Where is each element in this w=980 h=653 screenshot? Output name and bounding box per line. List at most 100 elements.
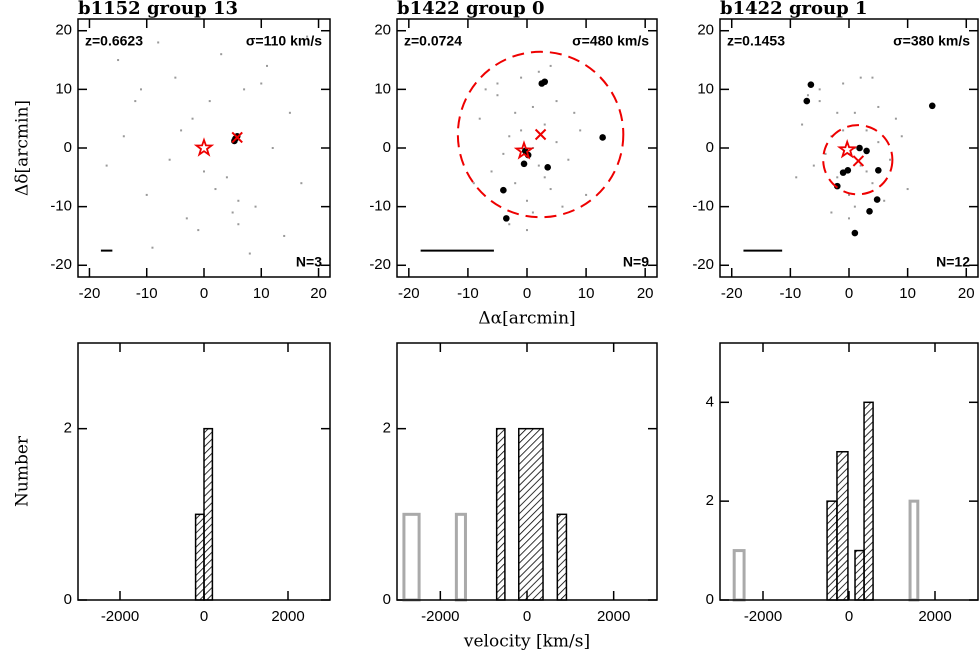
- member-galaxy: [544, 164, 551, 171]
- y-tick-label: 0: [706, 139, 714, 156]
- count-label: N=12: [936, 254, 970, 270]
- field-galaxy: [848, 193, 850, 196]
- field-galaxy: [585, 193, 588, 196]
- field-galaxy: [117, 59, 120, 62]
- member-galaxy: [873, 196, 881, 203]
- x-tick-label: 20: [310, 285, 327, 302]
- member-galaxy: [503, 215, 510, 222]
- y-tick-label: -10: [50, 198, 72, 215]
- histogram-bar: [454, 512, 467, 602]
- y-tick-label: 20: [374, 22, 391, 39]
- y-tick-label: 2: [64, 420, 72, 437]
- x-tick-label: -2000: [744, 608, 782, 625]
- x-tick-label: -20: [398, 285, 420, 302]
- y-tick-label: 20: [697, 22, 714, 39]
- field-galaxy: [526, 199, 528, 202]
- field-galaxy: [243, 88, 246, 91]
- histogram-bar: [836, 450, 849, 601]
- y-tick-label: -10: [369, 198, 391, 215]
- field-galaxy: [208, 100, 211, 103]
- field-galaxy: [484, 88, 487, 91]
- member-galaxy: [599, 134, 606, 141]
- y-tick-label: 0: [64, 139, 72, 156]
- field-galaxy: [871, 76, 874, 79]
- field-galaxy: [555, 141, 558, 144]
- field-galaxy: [472, 182, 475, 185]
- x-tick-label: 10: [899, 285, 916, 302]
- member-galaxy: [807, 81, 815, 88]
- sigma-label: σ=110 km/s: [246, 33, 322, 49]
- panel-title: b1422 group 1: [720, 0, 868, 19]
- histogram-bar: [203, 427, 214, 601]
- member-galaxy: [875, 166, 882, 174]
- field-galaxy: [543, 176, 546, 179]
- plot-frame: [719, 18, 979, 278]
- x-tick-label: 10: [253, 285, 270, 302]
- field-galaxy: [561, 205, 564, 208]
- x-tick-label: 0: [845, 608, 853, 625]
- cluster-star: [513, 140, 535, 160]
- field-galaxy: [573, 111, 576, 114]
- histogram-bar: [402, 512, 421, 602]
- field-galaxy: [853, 111, 856, 114]
- field-galaxy: [237, 223, 240, 226]
- field-galaxy: [824, 152, 827, 155]
- x-axis-label: Δα[arcmin]: [478, 309, 575, 329]
- field-galaxy: [830, 211, 833, 214]
- member-galaxy: [541, 78, 549, 86]
- field-galaxy: [842, 129, 845, 132]
- y-tick-label: 0: [706, 591, 714, 608]
- field-galaxy: [848, 217, 850, 220]
- field-galaxy: [214, 188, 217, 191]
- field-galaxy: [490, 170, 493, 173]
- y-tick-label: 4: [706, 393, 714, 410]
- field-galaxy: [543, 123, 546, 126]
- field-galaxy: [248, 252, 251, 255]
- cluster-star: [193, 137, 215, 157]
- histogram-bar: [863, 401, 874, 601]
- field-galaxy: [514, 111, 517, 114]
- y-tick-label: 10: [697, 80, 714, 97]
- field-galaxy: [836, 111, 839, 114]
- plot-frame: [396, 342, 658, 601]
- field-galaxy: [865, 129, 868, 132]
- group-radius: [456, 50, 625, 219]
- member-galaxy: [863, 147, 870, 155]
- histogram-bar: [194, 513, 205, 601]
- field-galaxy: [906, 188, 909, 191]
- member-galaxy: [866, 208, 873, 215]
- field-galaxy: [260, 82, 263, 85]
- field-galaxy: [877, 141, 880, 144]
- count-label: N=9: [623, 254, 649, 270]
- x-tick-label: 2000: [918, 608, 951, 625]
- count-label: N=3: [296, 254, 322, 270]
- y-tick-label: 2: [706, 492, 714, 509]
- field-galaxy: [502, 152, 505, 155]
- x-tick-label: 0: [200, 608, 208, 625]
- redshift-label: z=0.0724: [404, 33, 462, 49]
- redshift-label: z=0.6623: [85, 33, 143, 49]
- group-center: [852, 155, 865, 167]
- x-tick-label: 0: [200, 285, 208, 302]
- field-galaxy: [191, 117, 194, 120]
- histogram-bar: [556, 513, 568, 601]
- member-galaxy: [803, 97, 811, 105]
- field-galaxy: [865, 170, 868, 173]
- plot-frame: [77, 18, 331, 278]
- field-galaxy: [859, 164, 862, 167]
- field-galaxy: [508, 223, 511, 226]
- field-galaxy: [220, 53, 223, 56]
- field-galaxy: [537, 70, 540, 73]
- field-galaxy: [579, 129, 582, 132]
- x-tick-label: -10: [457, 285, 479, 302]
- histogram-bar: [518, 427, 544, 601]
- field-galaxy: [254, 205, 257, 208]
- x-tick-label: 10: [578, 285, 595, 302]
- y-tick-label: 0: [383, 591, 391, 608]
- member-galaxy: [500, 186, 507, 194]
- y-tick-label: -20: [50, 256, 72, 273]
- x-tick-label: 2000: [597, 608, 630, 625]
- y-tick-label: 10: [55, 80, 72, 97]
- x-axis-label: velocity [km/s]: [463, 632, 590, 652]
- field-galaxy: [526, 229, 528, 232]
